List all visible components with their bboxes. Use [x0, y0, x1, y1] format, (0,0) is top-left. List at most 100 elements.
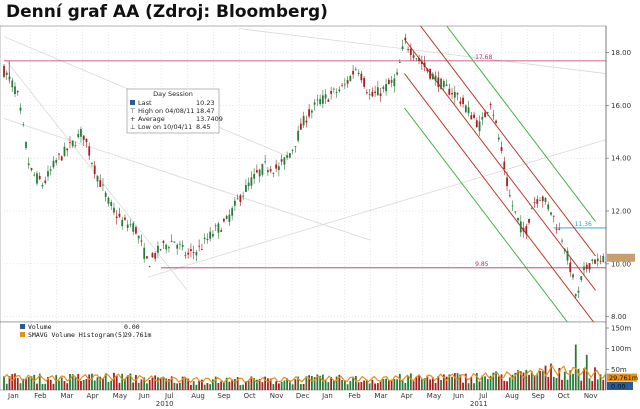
volume-bar	[52, 383, 55, 390]
level-labels: 17.68 11.36 9.85	[475, 54, 592, 268]
candle-body	[190, 249, 192, 251]
volume-bar	[517, 370, 519, 390]
candle-body	[22, 124, 25, 126]
volume-bar	[99, 376, 102, 390]
volume-bar	[5, 383, 8, 390]
volume-bar	[484, 376, 486, 390]
candle-body	[382, 86, 385, 89]
candle-body	[503, 161, 506, 169]
candle-body	[310, 110, 313, 113]
month-label: Apr	[401, 392, 413, 400]
volume-bar	[354, 375, 357, 390]
candle-body	[3, 65, 5, 77]
volume-bar	[332, 380, 335, 390]
volume-bar	[126, 375, 129, 390]
volume-bar	[313, 377, 316, 390]
volume-bar	[250, 376, 253, 390]
day-session-glyph: +	[130, 115, 135, 123]
volume-bar	[478, 381, 481, 390]
volume-bar	[376, 383, 379, 390]
volume-bar	[330, 377, 333, 390]
candle-body	[533, 202, 536, 204]
month-label: Jul	[478, 392, 488, 400]
candle-body	[528, 218, 530, 223]
month-label: Apr	[87, 392, 99, 400]
price-candles	[3, 33, 606, 299]
smavg-volume-line	[3, 364, 606, 384]
candle-body	[484, 112, 486, 118]
candle-body	[126, 224, 129, 228]
candle-body	[264, 161, 267, 163]
volume-bar	[104, 373, 107, 390]
volume-bar	[212, 379, 214, 390]
candle-body	[63, 146, 66, 156]
volume-bar	[470, 376, 473, 390]
candle-body	[374, 91, 376, 94]
volume-bar	[253, 378, 256, 390]
candle-body	[99, 180, 102, 187]
volume-bar	[143, 377, 146, 390]
candle-body	[195, 252, 198, 256]
volume-bar	[368, 383, 371, 390]
time-axis: Jan Feb Mar Apr May Jun Jul Aug Sep Oct Nov Dec Jan F…	[7, 392, 597, 408]
candle-body	[462, 97, 464, 104]
volume-bar	[585, 354, 588, 390]
volume-bar	[225, 377, 228, 390]
volume-bar	[324, 379, 327, 390]
volume-bar	[49, 379, 52, 390]
candle-body	[385, 84, 387, 92]
volume-bar	[574, 344, 577, 390]
volume-bar	[33, 374, 36, 390]
candle-body	[558, 228, 561, 231]
volume-bar	[401, 380, 404, 390]
candle-body	[437, 77, 440, 88]
candle-body	[88, 146, 91, 156]
volume-bar	[305, 376, 308, 390]
volume-bar	[258, 378, 261, 390]
candle-body	[176, 244, 179, 249]
trend-line-3	[3, 57, 188, 291]
candle-body	[497, 137, 500, 140]
candle-body	[429, 68, 431, 79]
volume-bar	[390, 379, 393, 390]
candle-body	[591, 259, 594, 261]
candle-body	[409, 48, 412, 55]
candle-body	[140, 240, 143, 242]
candle-body	[522, 227, 525, 232]
candle-body	[561, 240, 563, 242]
channel-line	[419, 26, 596, 257]
candle-body	[113, 207, 115, 213]
month-label: Jan	[7, 392, 19, 400]
volume-bar	[423, 378, 426, 390]
candle-body	[475, 120, 478, 128]
volume-bar	[96, 377, 99, 390]
month-label: Oct	[558, 392, 570, 400]
candle-body	[234, 200, 236, 206]
candle-body	[539, 200, 541, 201]
volume-bar	[151, 377, 154, 390]
candle-body	[456, 93, 459, 95]
candle-body	[343, 84, 346, 86]
candle-body	[192, 252, 195, 253]
candle-body	[583, 266, 585, 271]
candle-body	[451, 92, 453, 95]
volume-bar	[448, 374, 451, 390]
volume-bar	[566, 379, 569, 390]
candle-body	[214, 225, 217, 227]
volume-bar	[407, 375, 409, 390]
volume-bar	[357, 382, 360, 390]
candle-body	[115, 216, 118, 218]
volume-legend-value: 0.00	[124, 323, 140, 331]
volume-bar	[508, 377, 511, 390]
candle-body	[544, 198, 547, 202]
day-session-label: High on 04/08/11	[138, 107, 194, 115]
candle-body	[530, 208, 533, 210]
candle-body	[335, 91, 338, 93]
volume-bar	[170, 376, 173, 390]
month-label: May	[427, 392, 441, 400]
candle-body	[47, 171, 49, 177]
candle-body	[594, 259, 596, 264]
